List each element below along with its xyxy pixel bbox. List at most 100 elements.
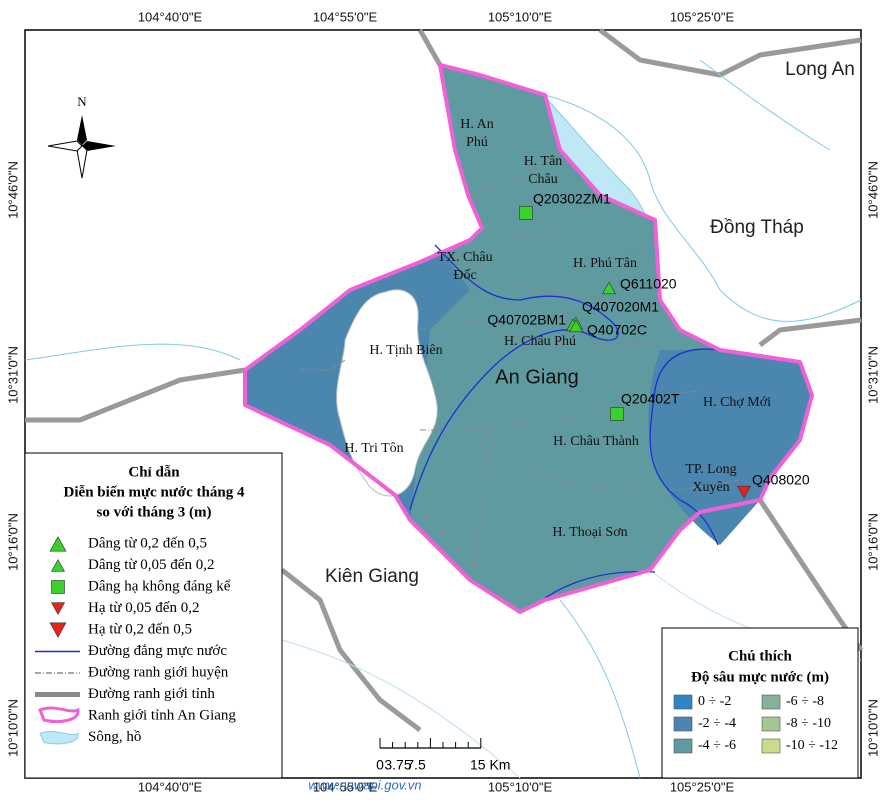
coordinate-label: 10°16'0"N bbox=[865, 513, 880, 571]
legend-symbol bbox=[49, 622, 67, 638]
north-arrow bbox=[47, 115, 116, 179]
province-border bbox=[417, 28, 443, 67]
legend-label: Hạ từ 0,2 đến 0,5 bbox=[88, 621, 192, 637]
coordinate-label: 105°10'0"E bbox=[488, 779, 553, 794]
legend-symbol bbox=[49, 536, 67, 552]
district-border bbox=[469, 419, 491, 581]
coordinate-label: 104°55'0"E bbox=[313, 9, 378, 24]
isoline bbox=[409, 244, 619, 511]
depth-swatch bbox=[761, 694, 781, 710]
depth-swatch bbox=[673, 694, 693, 710]
legend-label: Hạ từ 0,05 đến 0,2 bbox=[88, 600, 199, 616]
neighbor-label: Kiên Giang bbox=[325, 566, 419, 587]
district-borders bbox=[300, 149, 741, 581]
district-border bbox=[469, 439, 741, 491]
district-border bbox=[481, 194, 601, 241]
district-label: H. Châu Phú bbox=[504, 334, 576, 349]
district-label: Châu bbox=[528, 172, 558, 187]
district-label: H. Tân bbox=[524, 154, 563, 169]
arrow-part bbox=[77, 115, 87, 145]
district-label: H. Châu Thành bbox=[553, 434, 639, 449]
coordinate-label: 10°46'0"N bbox=[5, 161, 20, 219]
north-label: N bbox=[77, 94, 87, 109]
legend-title: so với tháng 3 (m) bbox=[97, 504, 212, 520]
coordinate-label: 10°31'0"N bbox=[865, 346, 880, 404]
depth-legend-title: Chú thích bbox=[728, 648, 792, 664]
scale-label: 3.75 bbox=[384, 757, 411, 773]
legend-label: Dâng từ 0,2 đến 0,5 bbox=[88, 535, 207, 551]
depth-swatch bbox=[761, 738, 781, 754]
station-label: Q20302ZM1 bbox=[533, 191, 611, 207]
coordinate-label: 10°10'0"N bbox=[865, 699, 880, 757]
district-label: H. Phú Tân bbox=[573, 256, 637, 271]
station-label: Q407020M1 bbox=[582, 299, 659, 315]
district-border bbox=[420, 389, 701, 431]
district-label: H. An bbox=[460, 117, 493, 132]
coordinate-label: 105°25'0"E bbox=[670, 779, 735, 794]
legend-symbol bbox=[50, 559, 66, 572]
district-label: H. Tri Tôn bbox=[344, 441, 403, 456]
legend-symbol bbox=[50, 602, 66, 615]
neighbor-label: Long An bbox=[785, 59, 855, 80]
legend-symbol bbox=[51, 580, 65, 594]
district-border bbox=[419, 319, 660, 346]
depth-label: -6 ÷ -8 bbox=[786, 694, 824, 709]
legend-title: Diễn biến mực nước tháng 4 bbox=[64, 484, 245, 500]
station-marker bbox=[519, 206, 533, 220]
depth-label: -8 ÷ -10 bbox=[786, 716, 831, 731]
legend-label: Đường đẳng mực nước bbox=[88, 643, 227, 659]
legend-label: Ranh giới tỉnh An Giang bbox=[88, 707, 236, 723]
province-border bbox=[243, 63, 814, 614]
river bbox=[281, 639, 521, 779]
scale-label: 0 bbox=[376, 757, 384, 773]
district-label: TP. Long bbox=[685, 462, 736, 477]
river bbox=[24, 343, 241, 361]
district-label: H. Tịnh Biên bbox=[369, 343, 442, 358]
station-marker bbox=[601, 281, 617, 295]
district-label: Phú bbox=[466, 135, 488, 150]
depth-label: -10 ÷ -12 bbox=[786, 738, 838, 753]
district-label: Đốc bbox=[453, 268, 476, 283]
district-label: TX. Châu bbox=[437, 250, 492, 265]
coordinate-label: 10°10'0"N bbox=[5, 699, 20, 757]
depth-swatch bbox=[673, 716, 693, 732]
station-label: Q40702C bbox=[587, 322, 647, 338]
legend-symbol bbox=[39, 731, 79, 745]
river bbox=[544, 94, 862, 322]
river bbox=[699, 59, 831, 151]
depth-label: -2 ÷ -4 bbox=[698, 716, 736, 731]
depth-label: -4 ÷ -6 bbox=[698, 738, 736, 753]
depth-legend-subtitle: Độ sâu mực nước (m) bbox=[691, 669, 829, 685]
province-label: An Giang bbox=[495, 366, 578, 388]
station-label: Q20402T bbox=[621, 391, 680, 407]
legend-label: Đường ranh giới huyện bbox=[88, 664, 229, 680]
coordinate-label: 10°16'0"N bbox=[5, 513, 20, 571]
arrow-part bbox=[82, 141, 116, 151]
river bbox=[559, 599, 641, 779]
station-marker bbox=[736, 485, 752, 499]
district-label: Xuyên bbox=[692, 480, 729, 495]
depth-legend-box bbox=[661, 627, 859, 779]
depth-swatch bbox=[761, 716, 781, 732]
province-border bbox=[280, 568, 422, 732]
station-label: Q611020 bbox=[620, 276, 677, 292]
depth-label: 0 ÷ -2 bbox=[698, 694, 731, 709]
province-border bbox=[25, 367, 246, 423]
district-border bbox=[300, 359, 346, 371]
legend-symbol bbox=[38, 706, 80, 724]
coordinate-label: 104°40'0"E bbox=[138, 779, 203, 794]
rivers bbox=[24, 59, 862, 779]
district-label: H. Chợ Mới bbox=[703, 395, 771, 410]
legend-title: Chỉ dẫn bbox=[128, 464, 180, 480]
watermark: www.nawapi.gov.vn bbox=[308, 777, 421, 792]
scale-label: 15 Km bbox=[470, 757, 510, 773]
coordinate-label: 104°55'0"E bbox=[313, 779, 378, 794]
legend-label: Sông, hồ bbox=[88, 729, 141, 745]
depth-zone bbox=[648, 350, 812, 545]
neighbor-label: Đồng Tháp bbox=[710, 217, 804, 238]
coordinate-label: 105°10'0"E bbox=[488, 9, 553, 24]
coordinate-label: 104°40'0"E bbox=[138, 9, 203, 24]
station-label: Q40702BM1 bbox=[487, 312, 566, 328]
coordinate-label: 10°31'0"N bbox=[5, 346, 20, 404]
